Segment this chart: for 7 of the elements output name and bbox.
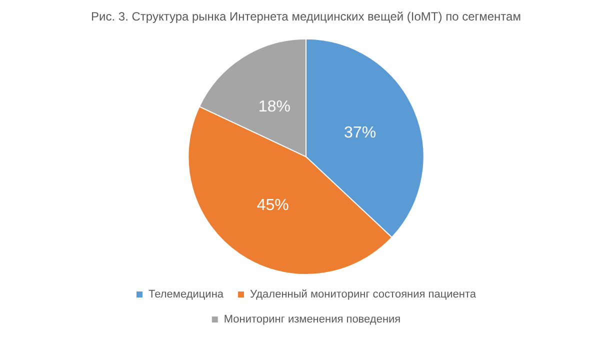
data-label: 37% [344, 124, 376, 142]
chart-title: Рис. 3. Структура рынка Интернета медицинских вещей (IoMT) по сегментам [91, 10, 521, 24]
legend-label: Мониторинг изменения поведения [224, 314, 401, 326]
legend-label: Телемедицина [148, 288, 224, 301]
data-label: 45% [256, 196, 289, 214]
legend-label: Удаленный мониторинг состояния пациента [250, 288, 477, 301]
data-label: 18% [258, 98, 290, 116]
